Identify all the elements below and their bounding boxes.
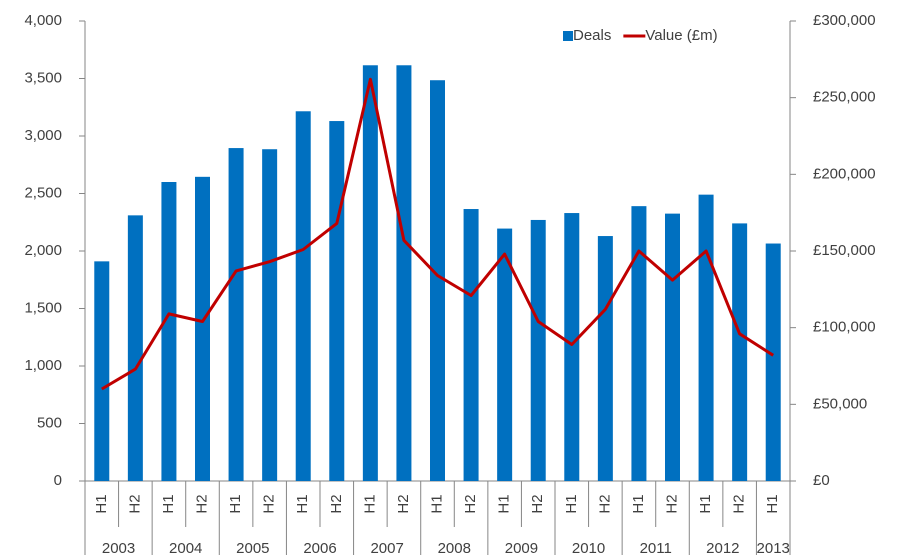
bar	[94, 261, 110, 481]
x-tick-label: H2	[193, 494, 210, 513]
bar	[530, 219, 546, 481]
x-tick-label: H1	[93, 494, 110, 513]
year-label: 2013	[757, 540, 790, 557]
year-label: 2007	[370, 540, 403, 557]
bar	[497, 228, 513, 481]
y-tick-label: 3,500	[24, 69, 62, 86]
year-label: 2003	[102, 540, 135, 557]
x-tick-label: H2	[529, 494, 546, 513]
x-tick-label: H2	[126, 494, 143, 513]
x-tick-label: H1	[361, 494, 378, 513]
bar	[765, 243, 781, 481]
y2-tick-label: £250,000	[813, 89, 876, 106]
x-tick-label: H2	[328, 494, 345, 513]
legend-swatch	[563, 31, 573, 41]
bar	[262, 149, 278, 481]
year-label: 2010	[572, 540, 605, 557]
bar	[698, 194, 714, 481]
x-tick-label: H2	[731, 494, 748, 513]
y-tick-label: 1,500	[24, 299, 62, 316]
x-tick-label: H1	[160, 494, 177, 513]
y2-tick-label: £100,000	[813, 319, 876, 336]
y2-tick-label: £0	[813, 472, 830, 489]
y-tick-label: 4,000	[24, 12, 62, 29]
x-tick-label: H2	[395, 494, 412, 513]
bar	[329, 121, 345, 482]
x-tick-label: H1	[764, 494, 781, 513]
x-tick-label: H1	[294, 494, 311, 513]
bar	[228, 148, 244, 481]
bar	[631, 206, 647, 481]
x-tick-label: H1	[496, 494, 513, 513]
line	[101, 77, 775, 391]
year-label: 2005	[236, 540, 269, 557]
y-tick-label: 1,000	[24, 357, 62, 374]
year-label: 2008	[438, 540, 471, 557]
y-tick-label: 500	[37, 414, 62, 431]
y2-tick-label: £150,000	[813, 242, 876, 259]
bar	[430, 80, 445, 481]
y-tick-label: 0	[54, 472, 62, 489]
bar	[732, 223, 748, 481]
y-tick-label: 3,000	[24, 127, 62, 144]
bar	[463, 209, 479, 481]
year-label: 2009	[505, 540, 538, 557]
y2-tick-label: £50,000	[813, 395, 867, 412]
x-tick-label: H1	[428, 494, 445, 513]
x-tick-label: H2	[596, 494, 613, 513]
y-tick-label: 2,000	[24, 242, 62, 259]
legend-label: Deals	[573, 27, 611, 44]
x-tick-label: H1	[227, 494, 244, 513]
bar	[564, 213, 580, 482]
bar	[195, 176, 210, 481]
y2-tick-label: £200,000	[813, 165, 876, 182]
bar	[295, 111, 311, 482]
bar	[161, 182, 177, 481]
year-label: 2012	[706, 540, 739, 557]
x-tick-label: H2	[462, 494, 479, 513]
legend-label: Value (£m)	[645, 27, 717, 44]
year-label: 2006	[303, 540, 336, 557]
x-tick-label: H1	[697, 494, 714, 513]
x-tick-label: H2	[663, 494, 680, 513]
bar	[396, 65, 412, 482]
y-tick-label: 2,500	[24, 184, 62, 201]
x-tick-label: H1	[563, 494, 580, 513]
bar	[127, 215, 143, 481]
bar	[597, 236, 613, 481]
year-label: 2011	[640, 540, 672, 557]
x-tick-label: H2	[261, 494, 278, 513]
bar	[362, 65, 378, 482]
bar	[665, 213, 680, 481]
year-label: 2004	[169, 540, 202, 557]
y2-tick-label: £300,000	[813, 12, 876, 29]
x-tick-label: H1	[630, 494, 647, 513]
